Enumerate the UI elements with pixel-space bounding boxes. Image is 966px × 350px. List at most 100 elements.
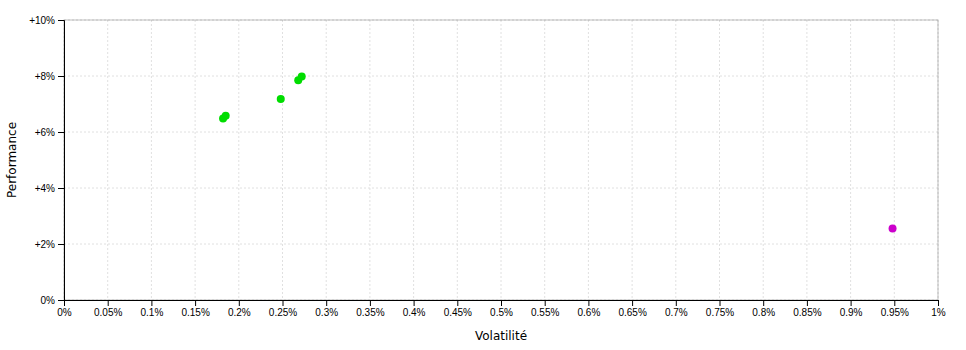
tick: 0.5%	[490, 300, 513, 318]
grid-line	[413, 20, 414, 300]
x-axis-title: Volatilité	[475, 329, 527, 343]
y-axis-title: Performance	[5, 122, 19, 198]
tick-label: +10%	[29, 15, 55, 26]
tick-mark	[58, 76, 64, 77]
plot-frame	[64, 20, 938, 300]
tick: +4%	[35, 183, 64, 194]
tick-mark	[632, 300, 633, 306]
grid-line	[64, 132, 938, 133]
tick-mark	[851, 300, 852, 306]
series	[889, 225, 897, 233]
grid-line	[763, 20, 764, 300]
tick-mark	[58, 300, 64, 301]
tick-mark	[501, 300, 502, 306]
tick-label: +6%	[35, 127, 55, 138]
tick-mark	[807, 300, 808, 306]
chart: 0%0.05%0.1%0.15%0.2%0.25%0.3%0.35%0.4%0.…	[0, 0, 966, 350]
grid-line	[544, 20, 545, 300]
series	[219, 73, 306, 123]
grid-line	[719, 20, 720, 300]
tick-label: 0.1%	[141, 307, 164, 318]
tick: 1%	[931, 300, 946, 318]
tick-label: 0.05%	[94, 307, 122, 318]
tick: +10%	[29, 15, 64, 26]
tick-label: 0.2%	[228, 307, 251, 318]
tick: +8%	[35, 71, 64, 82]
tick-mark	[457, 300, 458, 306]
tick-label: 1%	[931, 307, 946, 318]
grid-line	[806, 20, 807, 300]
axis-line	[65, 301, 939, 307]
tick-mark	[58, 132, 64, 133]
tick: +6%	[35, 127, 64, 138]
tick: 0.6%	[578, 300, 601, 318]
tick: 0.45%	[444, 300, 472, 318]
tick: 0.1%	[141, 300, 164, 318]
tick: 0.2%	[228, 300, 251, 318]
tick: 0.35%	[356, 300, 384, 318]
tick-mark	[414, 300, 415, 306]
tick-label: 0.35%	[356, 307, 384, 318]
tick-mark	[370, 300, 371, 306]
grid-line	[850, 20, 851, 300]
tick: 0%	[41, 295, 64, 306]
tick: 0.25%	[269, 300, 297, 318]
tick-mark	[195, 300, 196, 306]
tick-label: 0.95%	[881, 307, 909, 318]
grid-line	[107, 20, 108, 300]
point	[222, 112, 230, 120]
tick-label: +8%	[35, 71, 55, 82]
grid-line	[588, 20, 589, 300]
tick-mark	[58, 188, 64, 189]
point	[277, 95, 285, 103]
x-axis: 0%0.05%0.1%0.15%0.2%0.25%0.3%0.35%0.4%0.…	[57, 300, 946, 318]
grid-line	[632, 20, 633, 300]
tick-label: 0.75%	[706, 307, 734, 318]
tick: 0.95%	[881, 300, 909, 318]
grid-line	[64, 244, 938, 245]
tick-label: 0.6%	[578, 307, 601, 318]
tick-mark	[239, 300, 240, 306]
grid-line	[675, 20, 676, 300]
grid	[64, 20, 938, 300]
tick-mark	[326, 300, 327, 306]
tick: 0.9%	[840, 300, 863, 318]
grid-line	[195, 20, 196, 300]
tick-label: 0.3%	[315, 307, 338, 318]
tick-label: 0.7%	[665, 307, 688, 318]
tick-mark	[588, 300, 589, 306]
tick: 0.8%	[752, 300, 775, 318]
plot: 0%0.05%0.1%0.15%0.2%0.25%0.3%0.35%0.4%0.…	[29, 15, 946, 318]
tick: 0.15%	[181, 300, 209, 318]
tick: 0.05%	[94, 300, 122, 318]
grid-line	[238, 20, 239, 300]
tick: 0.3%	[315, 300, 338, 318]
tick-label: 0.85%	[793, 307, 821, 318]
tick-mark	[894, 300, 895, 306]
tick-mark	[720, 300, 721, 306]
tick-label: 0.9%	[840, 307, 863, 318]
tick-mark	[108, 300, 109, 306]
tick: 0.55%	[531, 300, 559, 318]
tick-mark	[58, 244, 64, 245]
points	[219, 73, 896, 233]
tick-mark	[938, 300, 939, 306]
grid-line	[151, 20, 152, 300]
tick-label: 0.15%	[181, 307, 209, 318]
tick-mark	[545, 300, 546, 306]
tick-label: 0.5%	[490, 307, 513, 318]
tick-label: 0.55%	[531, 307, 559, 318]
tick-label: 0.65%	[618, 307, 646, 318]
tick-mark	[676, 300, 677, 306]
tick-label: 0%	[41, 295, 56, 306]
tick: 0.7%	[665, 300, 688, 318]
tick-label: 0.8%	[752, 307, 775, 318]
grid-line	[326, 20, 327, 300]
tick: 0.85%	[793, 300, 821, 318]
tick-label: +4%	[35, 183, 55, 194]
grid-line	[64, 188, 938, 189]
tick-label: +2%	[35, 239, 55, 250]
tick-mark	[151, 300, 152, 306]
grid-line	[282, 20, 283, 300]
tick-mark	[763, 300, 764, 306]
